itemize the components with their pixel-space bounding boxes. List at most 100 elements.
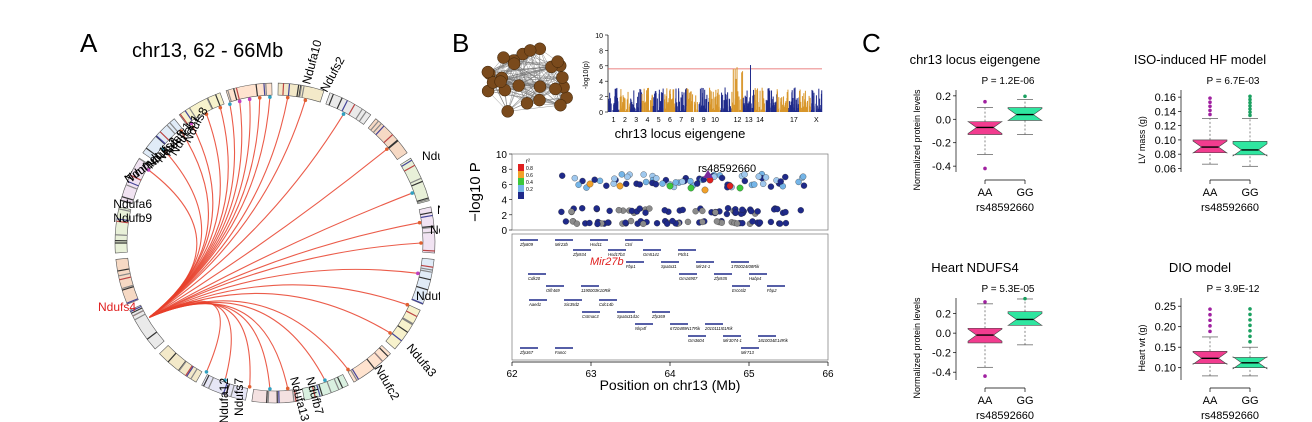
gene-name: Cdc14b bbox=[599, 302, 614, 307]
chromosome-ring bbox=[114, 82, 436, 404]
cytoband-mark bbox=[301, 85, 305, 98]
cytoband-mark bbox=[383, 134, 394, 144]
gene-name: Gm3604 bbox=[688, 338, 705, 343]
locus-zoom-plot: 0 2 4 6 8 10 −log10 P r²0.80.60.40.2 rs48592660 Z… bbox=[467, 150, 834, 393]
outlier-gg bbox=[1248, 104, 1252, 108]
snp-point bbox=[762, 174, 770, 181]
network-edge bbox=[522, 53, 563, 78]
chromosome-segment bbox=[178, 92, 225, 125]
cytoband-mark bbox=[178, 361, 187, 372]
manhattan-title: chr13 locus eigengene bbox=[615, 126, 746, 141]
network-node bbox=[554, 98, 567, 112]
panel-label-c: C bbox=[862, 28, 881, 58]
boxplot-ytick-label: 0.06 bbox=[1155, 163, 1176, 175]
arc-endpoint bbox=[388, 331, 392, 335]
arc-endpoint bbox=[237, 99, 242, 104]
boxplot-ytick-label: 0.10 bbox=[1155, 135, 1176, 147]
cytoband-mark bbox=[418, 276, 431, 281]
outlier-gg bbox=[1023, 296, 1027, 301]
gene-name: Zfp369 bbox=[651, 314, 666, 319]
boxplot-ytick-label: 0.0 bbox=[936, 328, 951, 340]
cytoband-mark bbox=[126, 298, 139, 304]
gene-label-right-2: Ndufb5 bbox=[422, 149, 440, 163]
network-node bbox=[512, 79, 525, 92]
boxplot-ytick-label: -0.4 bbox=[932, 161, 951, 173]
gene-name: Ercc6l2 bbox=[732, 288, 747, 293]
outlier-aa bbox=[1208, 324, 1212, 328]
cytoband-mark bbox=[214, 94, 221, 106]
cytoband-mark bbox=[328, 93, 334, 106]
cytoband-mark bbox=[410, 177, 422, 184]
cytoband-mark bbox=[420, 269, 433, 273]
cytoband-mark bbox=[406, 310, 418, 318]
boxplot-xtick-label: AA bbox=[1203, 395, 1218, 407]
network-edge bbox=[500, 81, 561, 106]
boxplot-snp-label: rs48592660 bbox=[976, 202, 1034, 214]
cytoband-mark bbox=[287, 83, 291, 96]
snp-point bbox=[636, 181, 643, 188]
snp-point bbox=[593, 205, 600, 212]
network-edge bbox=[500, 66, 552, 82]
manhattan-xtick-label: 14 bbox=[756, 117, 764, 124]
locus-ytick-label: 0 bbox=[501, 226, 507, 237]
arc-endpoint bbox=[257, 95, 262, 100]
arc-endpoint bbox=[218, 105, 223, 110]
cytoband-mark bbox=[155, 135, 166, 145]
outlier-gg bbox=[1248, 329, 1252, 333]
association-arc bbox=[149, 222, 420, 318]
arc-endpoint bbox=[268, 95, 272, 99]
gene-label-right-11: Ndufa12 bbox=[217, 378, 231, 422]
arc-endpoint bbox=[204, 112, 209, 116]
manhattan-ytick-label: 8 bbox=[599, 48, 603, 55]
boxplot-ytick-label: 0.12 bbox=[1155, 121, 1176, 133]
cytoband-mark bbox=[411, 180, 423, 187]
snp-point bbox=[604, 219, 612, 226]
outlier-gg bbox=[1248, 110, 1252, 114]
outlier-aa bbox=[1208, 329, 1212, 334]
arc-endpoint bbox=[405, 302, 410, 307]
gene-track-frame bbox=[511, 233, 829, 361]
network-node bbox=[507, 57, 521, 70]
snp-point bbox=[751, 181, 758, 188]
arc-endpoint bbox=[346, 367, 350, 372]
snp-point bbox=[640, 171, 647, 178]
arc-endpoint bbox=[285, 386, 290, 391]
snp-point bbox=[755, 173, 762, 180]
chromosome-segment bbox=[120, 157, 150, 205]
outlier-aa bbox=[983, 374, 987, 378]
manhattan-xtick-label: 7 bbox=[679, 117, 683, 124]
locus-frame bbox=[511, 153, 829, 231]
arc-endpoint bbox=[146, 168, 151, 172]
network-node bbox=[481, 65, 495, 79]
association-arc bbox=[149, 192, 413, 318]
gene-name: Ptch1 bbox=[678, 252, 689, 257]
network-edge bbox=[529, 50, 561, 106]
gene-name: Hsd11 bbox=[590, 242, 602, 247]
cytoband-mark bbox=[391, 333, 402, 342]
outlier-gg bbox=[1248, 318, 1252, 322]
snp-point-highlight bbox=[701, 186, 709, 194]
circos-title: chr13, 62 - 66Mb bbox=[132, 40, 284, 62]
snp-point bbox=[559, 172, 566, 179]
position-axis-title: Position on chr13 (Mb) bbox=[600, 377, 741, 393]
snp-point-highlight bbox=[616, 182, 624, 190]
manhattan-xtick-label: 12 bbox=[734, 117, 742, 124]
boxplot-title: DIO model bbox=[1169, 260, 1231, 275]
cytoband-mark bbox=[127, 180, 139, 187]
cytoband-mark bbox=[311, 386, 317, 398]
cytoband-mark bbox=[333, 378, 340, 390]
association-arc bbox=[149, 148, 388, 318]
cytoband-mark bbox=[336, 97, 343, 109]
snp-point bbox=[627, 217, 635, 225]
network-node bbox=[533, 93, 546, 107]
cytoband-mark bbox=[326, 381, 332, 393]
boxplot-snp-label: rs48592660 bbox=[976, 410, 1034, 422]
boxplot-ytick-label: 0.15 bbox=[1155, 342, 1176, 354]
cytoband-mark bbox=[265, 390, 268, 403]
gene-name: Mir24-1 bbox=[696, 264, 710, 269]
r2-legend-title: r² bbox=[526, 159, 530, 165]
snp-point bbox=[776, 220, 784, 227]
gene-name: Gm16907 bbox=[679, 276, 698, 281]
boxplot-pvalue: P = 3.9E-12 bbox=[1207, 284, 1260, 295]
snp-point bbox=[571, 174, 578, 182]
